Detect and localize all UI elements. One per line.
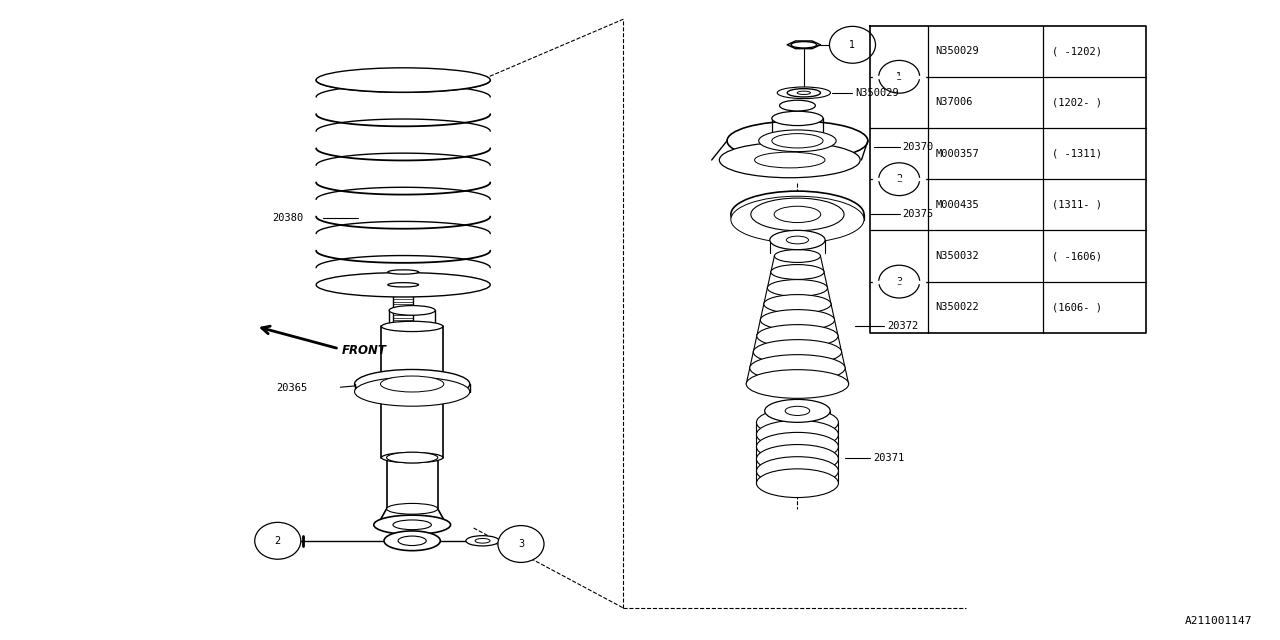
Ellipse shape <box>389 321 435 332</box>
Text: 20375: 20375 <box>902 209 933 220</box>
Ellipse shape <box>355 377 470 406</box>
Ellipse shape <box>475 538 490 543</box>
Ellipse shape <box>787 89 820 97</box>
Text: N350022: N350022 <box>936 302 979 312</box>
Ellipse shape <box>398 536 426 545</box>
Text: 20372: 20372 <box>887 321 918 332</box>
Text: ( -1606): ( -1606) <box>1052 251 1102 261</box>
Text: 1: 1 <box>850 40 855 50</box>
Ellipse shape <box>774 206 820 223</box>
Ellipse shape <box>777 87 831 99</box>
Text: A211001147: A211001147 <box>1184 616 1252 626</box>
Ellipse shape <box>797 91 810 95</box>
Text: (1606- ): (1606- ) <box>1052 302 1102 312</box>
Ellipse shape <box>393 520 431 530</box>
Ellipse shape <box>772 111 823 125</box>
Ellipse shape <box>879 163 920 196</box>
Ellipse shape <box>768 280 828 296</box>
Ellipse shape <box>719 142 860 178</box>
Text: 3: 3 <box>518 539 524 549</box>
Ellipse shape <box>756 469 838 497</box>
Ellipse shape <box>791 42 817 48</box>
Text: (1202- ): (1202- ) <box>1052 97 1102 108</box>
Ellipse shape <box>388 270 419 274</box>
Ellipse shape <box>759 130 836 152</box>
Ellipse shape <box>879 265 920 298</box>
Ellipse shape <box>829 26 876 63</box>
Ellipse shape <box>731 196 864 243</box>
Ellipse shape <box>756 324 838 348</box>
Ellipse shape <box>780 100 815 111</box>
Ellipse shape <box>731 191 864 237</box>
Ellipse shape <box>387 452 438 463</box>
Ellipse shape <box>498 525 544 563</box>
Text: ( -1202): ( -1202) <box>1052 46 1102 56</box>
Ellipse shape <box>769 230 826 250</box>
Ellipse shape <box>756 457 838 485</box>
Ellipse shape <box>772 134 823 148</box>
Ellipse shape <box>764 294 831 314</box>
Ellipse shape <box>381 321 443 332</box>
Text: 20365: 20365 <box>276 383 307 394</box>
Ellipse shape <box>389 305 435 316</box>
Ellipse shape <box>754 340 842 364</box>
Text: N350032: N350032 <box>936 251 979 261</box>
Text: ( -1311): ( -1311) <box>1052 148 1102 159</box>
Ellipse shape <box>727 121 868 161</box>
Ellipse shape <box>255 522 301 559</box>
Ellipse shape <box>393 284 413 286</box>
Text: N37006: N37006 <box>936 97 973 108</box>
Text: (1311- ): (1311- ) <box>1052 200 1102 210</box>
Text: N350029: N350029 <box>855 88 899 98</box>
Ellipse shape <box>756 433 838 461</box>
Ellipse shape <box>756 408 838 436</box>
Ellipse shape <box>760 310 835 330</box>
Ellipse shape <box>786 236 809 244</box>
Text: 20371: 20371 <box>873 452 904 463</box>
Text: 20380: 20380 <box>273 212 303 223</box>
Text: FRONT: FRONT <box>342 344 387 357</box>
Ellipse shape <box>374 515 451 534</box>
Ellipse shape <box>388 283 419 287</box>
Text: 2: 2 <box>896 174 902 184</box>
Ellipse shape <box>746 370 849 398</box>
Ellipse shape <box>750 355 845 381</box>
Ellipse shape <box>774 250 820 262</box>
Ellipse shape <box>387 504 438 514</box>
Text: 1: 1 <box>896 72 902 82</box>
Ellipse shape <box>466 536 499 546</box>
Ellipse shape <box>879 60 920 93</box>
Ellipse shape <box>755 152 826 168</box>
Text: M000435: M000435 <box>936 200 979 210</box>
Ellipse shape <box>355 369 470 399</box>
Ellipse shape <box>756 445 838 473</box>
Ellipse shape <box>764 399 831 422</box>
Text: 20370: 20370 <box>902 142 933 152</box>
Ellipse shape <box>316 273 490 297</box>
Ellipse shape <box>756 420 838 449</box>
Ellipse shape <box>751 198 844 230</box>
Ellipse shape <box>771 264 824 280</box>
Text: 2: 2 <box>275 536 280 546</box>
Text: M000357: M000357 <box>936 148 979 159</box>
Text: N350029: N350029 <box>936 46 979 56</box>
Ellipse shape <box>380 376 444 392</box>
Text: 3: 3 <box>896 276 902 287</box>
Ellipse shape <box>384 531 440 550</box>
Ellipse shape <box>785 406 810 415</box>
Ellipse shape <box>316 68 490 92</box>
Ellipse shape <box>381 452 443 463</box>
